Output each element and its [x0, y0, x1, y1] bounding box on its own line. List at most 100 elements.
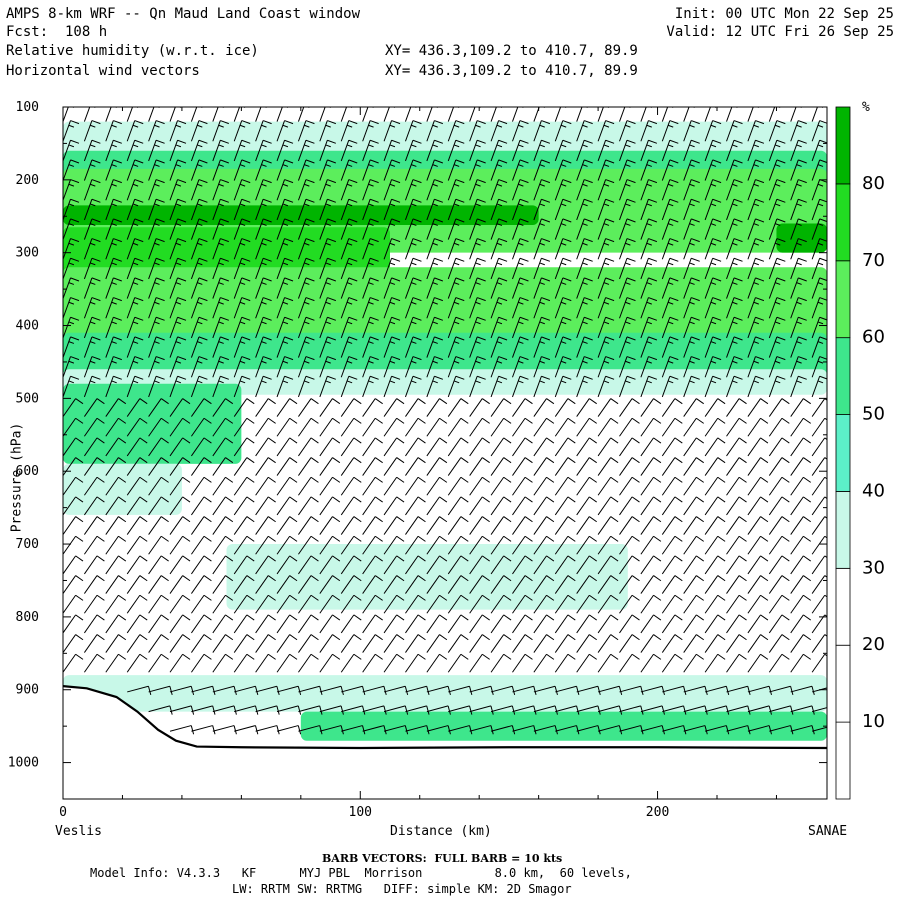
wind-barb — [640, 398, 662, 417]
wind-barb — [576, 398, 597, 417]
wind-barb — [426, 336, 444, 358]
wind-barb — [276, 277, 294, 299]
wind-barb — [383, 535, 405, 555]
wind-barb — [404, 238, 422, 260]
wind-barb — [619, 653, 640, 673]
wind-barb — [233, 257, 251, 280]
wind-barb — [447, 238, 465, 260]
wind-barb — [426, 725, 451, 735]
wind-barb — [768, 653, 790, 673]
wind-barb — [276, 457, 298, 476]
wind-barb — [790, 634, 812, 653]
wind-barb — [554, 555, 576, 575]
wind-barb — [640, 218, 658, 240]
wind-barb — [576, 375, 593, 398]
wind-barb — [683, 594, 704, 614]
wind-barb — [768, 614, 790, 634]
wind-barb — [297, 120, 315, 142]
wind-barb — [640, 336, 658, 358]
wind-barb — [148, 297, 165, 319]
wind-barb — [63, 555, 84, 575]
wind-barb — [383, 257, 401, 280]
wind-barb — [576, 139, 593, 162]
wind-barb — [340, 139, 358, 162]
wind-barb — [233, 614, 255, 634]
wind-barb — [490, 257, 508, 280]
wind-barb — [533, 496, 555, 516]
wind-barb — [619, 594, 640, 614]
wind-barb — [63, 375, 80, 398]
wind-barb — [811, 516, 827, 535]
wind-barb — [768, 277, 786, 299]
wind-barb — [447, 316, 465, 339]
wind-barb — [640, 139, 658, 162]
wind-barb — [640, 159, 658, 181]
wind-barb — [212, 685, 237, 696]
wind-barb — [683, 535, 704, 555]
wind-barb — [768, 555, 790, 575]
wind-barb — [83, 218, 101, 240]
wind-barb — [683, 398, 704, 417]
wind-barb — [169, 297, 187, 319]
wind-barb — [661, 417, 683, 437]
wind-barb — [426, 297, 444, 319]
wind-barb — [768, 218, 786, 240]
wind-barb — [233, 159, 251, 181]
wind-barb — [126, 437, 148, 457]
wind-barb — [597, 356, 615, 378]
wind-barb — [597, 614, 619, 634]
wind-barb — [319, 685, 344, 696]
wind-barb — [83, 516, 105, 535]
wind-barb — [554, 356, 572, 378]
wind-barb — [640, 277, 658, 299]
wind-barb — [554, 398, 576, 417]
wind-barb — [63, 653, 84, 673]
wind-barb — [340, 218, 358, 240]
wind-barb — [233, 316, 251, 339]
wind-barb — [597, 179, 615, 201]
wind-barb — [255, 120, 272, 142]
wind-barb — [190, 257, 208, 280]
wind-barb — [747, 336, 765, 358]
wind-barb — [105, 437, 127, 457]
wind-barb — [191, 725, 216, 735]
wind-barb — [661, 575, 683, 594]
wind-barb — [790, 257, 807, 280]
wind-barb — [768, 179, 786, 201]
wind-barb — [212, 297, 229, 319]
wind-barb — [576, 653, 597, 673]
wind-barb — [340, 356, 358, 378]
wind-barb — [747, 356, 765, 378]
wind-barb — [105, 516, 127, 535]
wind-barb — [234, 705, 259, 715]
wind-barb — [512, 653, 533, 673]
wind-barb — [169, 198, 187, 221]
wind-barb — [533, 297, 551, 319]
wind-barb — [619, 575, 640, 594]
wind-barb — [63, 457, 84, 476]
wind-barb — [169, 725, 195, 735]
wind-barb — [554, 614, 576, 634]
x-end-location: SANAE — [808, 824, 848, 839]
wind-barb — [619, 417, 640, 437]
wind-barb — [405, 496, 426, 516]
terrain-line — [63, 684, 827, 799]
wind-barb — [768, 437, 790, 457]
wind-barb — [811, 398, 827, 417]
wind-barb — [426, 417, 448, 437]
wind-barb — [619, 725, 644, 735]
wind-barb — [404, 179, 422, 201]
wind-barb — [683, 437, 704, 457]
wind-barb — [255, 277, 272, 299]
wind-barb — [576, 535, 597, 555]
wind-barb — [233, 457, 255, 476]
wind-barb — [768, 476, 790, 496]
wind-barb — [105, 417, 127, 437]
wind-barb — [704, 316, 722, 339]
wind-barb — [148, 218, 165, 240]
wind-barb — [640, 634, 662, 653]
wind-barb — [405, 476, 426, 496]
wind-barb — [276, 575, 298, 594]
wind-barb — [148, 653, 169, 673]
rh-layer — [63, 463, 182, 515]
